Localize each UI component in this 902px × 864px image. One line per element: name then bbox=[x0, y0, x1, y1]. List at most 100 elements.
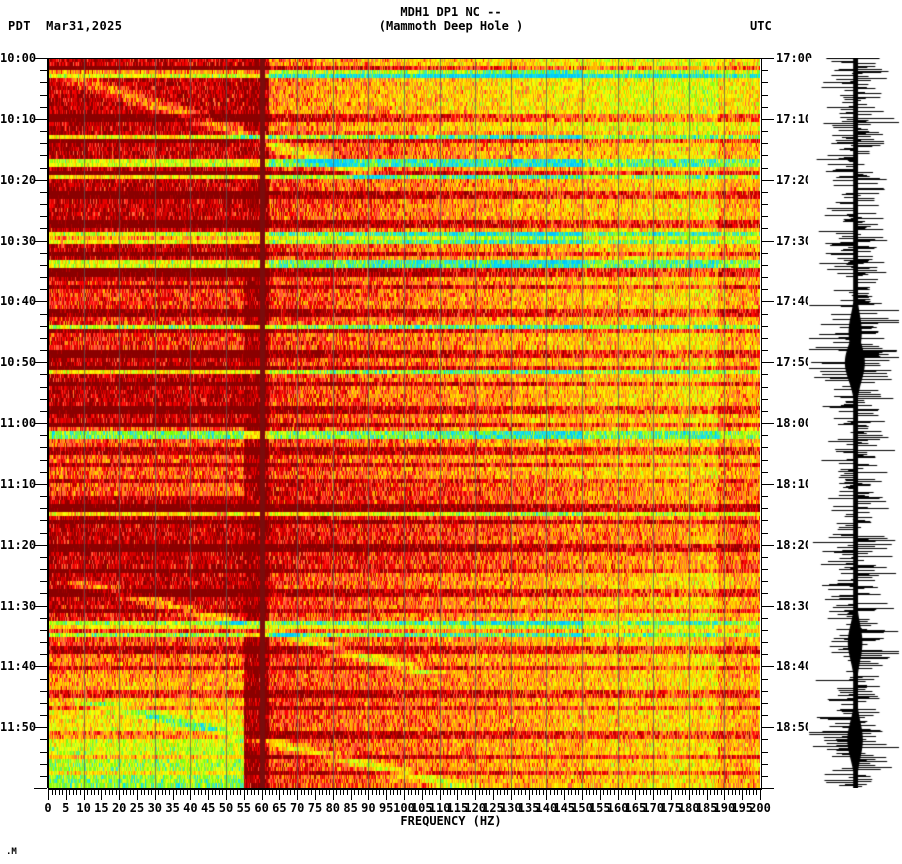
frequency-tick bbox=[333, 789, 334, 800]
frequency-tick bbox=[251, 789, 252, 795]
time-tick-right bbox=[761, 472, 768, 473]
frequency-tick bbox=[354, 789, 355, 795]
header-right-timezone: UTC bbox=[750, 19, 772, 33]
frequency-tick bbox=[657, 789, 658, 795]
frequency-tick bbox=[749, 789, 750, 795]
frequency-tick bbox=[198, 789, 199, 795]
time-tick-left bbox=[40, 557, 47, 558]
frequency-tick bbox=[173, 789, 174, 800]
time-tick-left bbox=[34, 362, 47, 363]
frequency-tick bbox=[258, 789, 259, 795]
time-tick-right bbox=[761, 654, 768, 655]
time-tick-right bbox=[761, 666, 774, 667]
frequency-tick bbox=[55, 789, 56, 795]
frequency-tick bbox=[351, 789, 352, 800]
frequency-tick bbox=[169, 789, 170, 795]
frequency-tick bbox=[586, 789, 587, 795]
time-tick-right bbox=[761, 119, 774, 120]
time-tick-right bbox=[761, 581, 768, 582]
frequency-tick bbox=[682, 789, 683, 795]
time-label-left-1050: 10:50 bbox=[0, 355, 37, 370]
frequency-tick bbox=[308, 789, 309, 795]
frequency-tick bbox=[158, 789, 159, 795]
frequency-tick bbox=[536, 789, 537, 795]
frequency-tick bbox=[112, 789, 113, 795]
frequency-tick bbox=[336, 789, 337, 795]
time-label-left-1120: 11:20 bbox=[0, 537, 37, 552]
frequency-tick bbox=[87, 789, 88, 795]
frequency-label-85: 85 bbox=[343, 801, 358, 815]
frequency-tick bbox=[671, 789, 672, 800]
frequency-tick bbox=[101, 789, 102, 800]
time-tick-right bbox=[761, 484, 774, 485]
time-tick-right bbox=[761, 241, 774, 242]
time-label-left-1000: 10:00 bbox=[0, 51, 37, 65]
time-tick-left bbox=[34, 788, 47, 789]
frequency-tick bbox=[219, 789, 220, 795]
frequency-tick bbox=[247, 789, 248, 795]
frequency-tick bbox=[76, 789, 77, 795]
frequency-tick bbox=[660, 789, 661, 795]
time-tick-right bbox=[761, 411, 768, 412]
frequency-label-150: 150 bbox=[571, 801, 593, 815]
time-tick-right bbox=[761, 727, 774, 728]
frequency-tick bbox=[418, 789, 419, 795]
time-tick-left bbox=[40, 155, 47, 156]
time-tick-left bbox=[40, 508, 47, 509]
time-tick-left bbox=[40, 435, 47, 436]
time-label-right-1840: 18:40 bbox=[776, 659, 813, 674]
frequency-axis-line bbox=[48, 788, 761, 789]
time-tick-left bbox=[40, 326, 47, 327]
frequency-tick bbox=[507, 789, 508, 795]
frequency-tick bbox=[429, 789, 430, 795]
frequency-tick bbox=[276, 789, 277, 795]
frequency-label-120: 120 bbox=[464, 801, 487, 815]
frequency-tick bbox=[133, 789, 134, 795]
frequency-tick bbox=[365, 789, 366, 795]
frequency-tick bbox=[297, 789, 298, 800]
frequency-tick bbox=[511, 789, 512, 800]
time-label-right-1730: 17:30 bbox=[776, 233, 813, 248]
time-tick-right bbox=[761, 399, 768, 400]
time-tick-right bbox=[761, 764, 768, 765]
frequency-tick bbox=[386, 789, 387, 800]
time-label-left-1030: 10:30 bbox=[0, 233, 37, 248]
time-tick-right bbox=[761, 253, 768, 254]
frequency-tick bbox=[742, 789, 743, 800]
time-tick-left bbox=[40, 82, 47, 83]
frequency-tick bbox=[254, 789, 255, 795]
time-tick-right bbox=[761, 703, 768, 704]
frequency-tick bbox=[368, 789, 369, 800]
frequency-tick bbox=[165, 789, 166, 795]
frequency-tick bbox=[432, 789, 433, 795]
frequency-tick bbox=[69, 789, 70, 795]
frequency-tick bbox=[568, 789, 569, 795]
frequency-label-185: 185 bbox=[695, 801, 718, 815]
frequency-tick bbox=[422, 789, 423, 800]
frequency-tick bbox=[650, 789, 651, 795]
frequency-tick bbox=[393, 789, 394, 795]
frequency-tick bbox=[73, 789, 74, 795]
frequency-label-15: 15 bbox=[94, 801, 109, 815]
time-tick-right bbox=[761, 460, 768, 461]
time-tick-left bbox=[34, 606, 47, 607]
frequency-tick bbox=[326, 789, 327, 795]
time-tick-right bbox=[761, 326, 768, 327]
frequency-tick bbox=[180, 789, 181, 795]
time-tick-left bbox=[40, 496, 47, 497]
frequency-tick bbox=[728, 789, 729, 795]
frequency-tick bbox=[361, 789, 362, 795]
frequency-tick bbox=[493, 789, 494, 800]
frequency-tick bbox=[126, 789, 127, 795]
frequency-tick bbox=[614, 789, 615, 795]
frequency-tick bbox=[408, 789, 409, 795]
frequency-tick bbox=[183, 789, 184, 795]
frequency-tick bbox=[714, 789, 715, 795]
time-tick-right bbox=[761, 95, 768, 96]
frequency-label-170: 170 bbox=[642, 801, 665, 815]
frequency-tick bbox=[404, 789, 405, 800]
time-tick-left bbox=[40, 107, 47, 108]
time-tick-right bbox=[761, 715, 768, 716]
frequency-tick bbox=[329, 789, 330, 795]
frequency-tick bbox=[94, 789, 95, 795]
